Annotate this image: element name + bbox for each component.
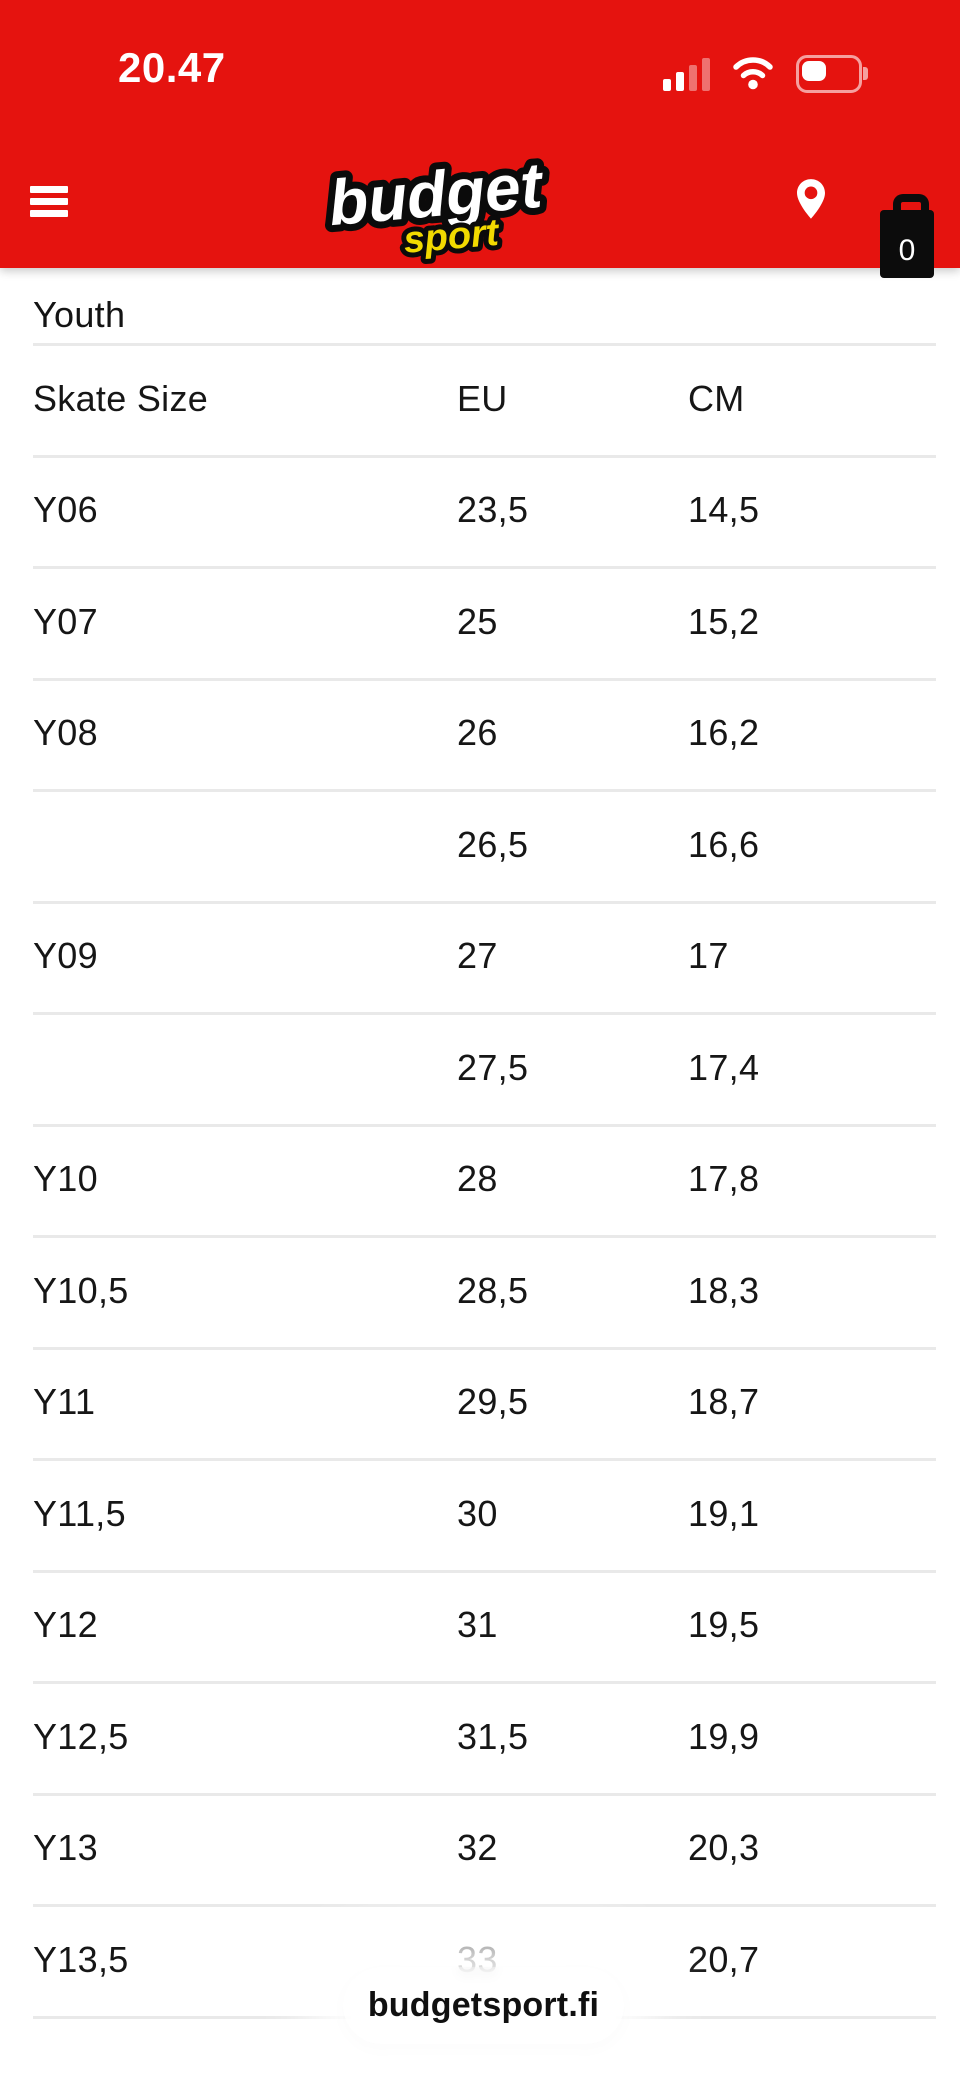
table-row: 26,5 16,6	[0, 789, 960, 901]
status-time: 20.47	[118, 44, 226, 91]
table-cell: 28,5	[457, 1269, 529, 1311]
table-cell: 18,3	[688, 1269, 760, 1311]
table-cell: 27	[457, 935, 498, 977]
table-cell: Y08	[33, 712, 98, 754]
browser-url-pill[interactable]: budgetsport.fi	[343, 1967, 624, 2044]
table-cell: 16,2	[688, 712, 760, 754]
table-cell: 31	[457, 1604, 498, 1646]
table-cell: Y12	[33, 1604, 98, 1646]
table-cell: Y07	[33, 600, 98, 642]
bag-body: 0	[880, 210, 934, 278]
table-row: 27,5 17,4	[0, 1012, 960, 1124]
table-row: Y09 27 17	[0, 900, 960, 1013]
table-cell: 20,7	[688, 1938, 760, 1980]
table-cell: 19,5	[688, 1604, 760, 1646]
size-table: Skate Size EU CM Y06 23,5 14,5 Y07 25 15,2 Y08 26 1…	[0, 343, 960, 2019]
table-cell: 31,5	[457, 1715, 529, 1757]
table-row: Y07 25 15,2	[0, 566, 960, 678]
table-cell: Y10	[33, 1158, 98, 1200]
table-cell: 19,1	[688, 1492, 760, 1534]
table-cell: 19,9	[688, 1715, 760, 1757]
cart-bag-icon[interactable]: 0	[879, 194, 935, 280]
table-cell: 23,5	[457, 489, 529, 531]
table-cell: Y13	[33, 1827, 98, 1869]
table-cell: 16,6	[688, 823, 760, 865]
url-pill-label: budgetsport.fi	[367, 1986, 600, 2024]
table-cell: 14,5	[688, 489, 760, 531]
table-cell: 32	[457, 1827, 498, 1869]
table-cell: 27,5	[457, 1046, 529, 1088]
app-header: 20.47 budget sport	[0, 0, 960, 268]
table-cell: Y11,5	[33, 1492, 126, 1534]
status-icons	[663, 52, 868, 96]
logo-text-secondary: sport	[402, 212, 502, 262]
table-cell: 26,5	[457, 823, 529, 865]
table-row: Y08 26 16,2	[0, 677, 960, 790]
table-cell: Y06	[33, 489, 98, 531]
wifi-icon	[730, 54, 776, 95]
table-cell: 15,2	[688, 600, 760, 642]
table-cell: 25	[457, 600, 498, 642]
location-pin-icon[interactable]	[789, 176, 833, 226]
table-cell: 17,8	[688, 1158, 760, 1200]
column-header: CM	[688, 377, 745, 419]
table-cell: Y11	[33, 1381, 96, 1423]
table-cell: 17,4	[688, 1046, 760, 1088]
menu-icon[interactable]	[30, 186, 68, 217]
table-row: Y10,5 28,5 18,3	[0, 1235, 960, 1347]
table-cell: 28	[457, 1158, 498, 1200]
cart-count-badge: 0	[898, 234, 916, 267]
table-row: Y10 28 17,8	[0, 1123, 960, 1236]
table-row: Y12,5 31,5 19,9	[0, 1681, 960, 1793]
table-row: Y11 29,5 18,7	[0, 1346, 960, 1459]
table-cell: 30	[457, 1492, 498, 1534]
column-header: EU	[457, 377, 508, 419]
table-row: Y13 32 20,3	[0, 1792, 960, 1905]
table-cell: 20,3	[688, 1827, 760, 1869]
table-cell: Y10,5	[33, 1269, 129, 1311]
table-cell: 29,5	[457, 1381, 529, 1423]
table-cell: Y13,5	[33, 1938, 129, 1980]
column-header: Skate Size	[33, 377, 209, 419]
table-row: Y11,5 30 19,1	[0, 1458, 960, 1570]
battery-icon	[796, 55, 868, 93]
table-cell: 26	[457, 712, 498, 754]
cellular-signal-icon	[663, 57, 710, 91]
table-cell: Y09	[33, 935, 98, 977]
table-row: Y12 31 19,5	[0, 1569, 960, 1682]
brand-logo[interactable]: budget sport	[296, 142, 576, 267]
table-header-row: Skate Size EU CM	[0, 343, 960, 455]
table-cell: 18,7	[688, 1381, 760, 1423]
main-content: Youth Skate Size EU CM Y06 23,5 14,5 Y07 25 15,2…	[0, 268, 960, 2019]
section-title: Youth	[33, 294, 126, 335]
table-cell: 17	[688, 935, 729, 977]
table-cell: Y12,5	[33, 1715, 129, 1757]
table-row: Y06 23,5 14,5	[0, 454, 960, 567]
bag-handle	[893, 194, 929, 222]
